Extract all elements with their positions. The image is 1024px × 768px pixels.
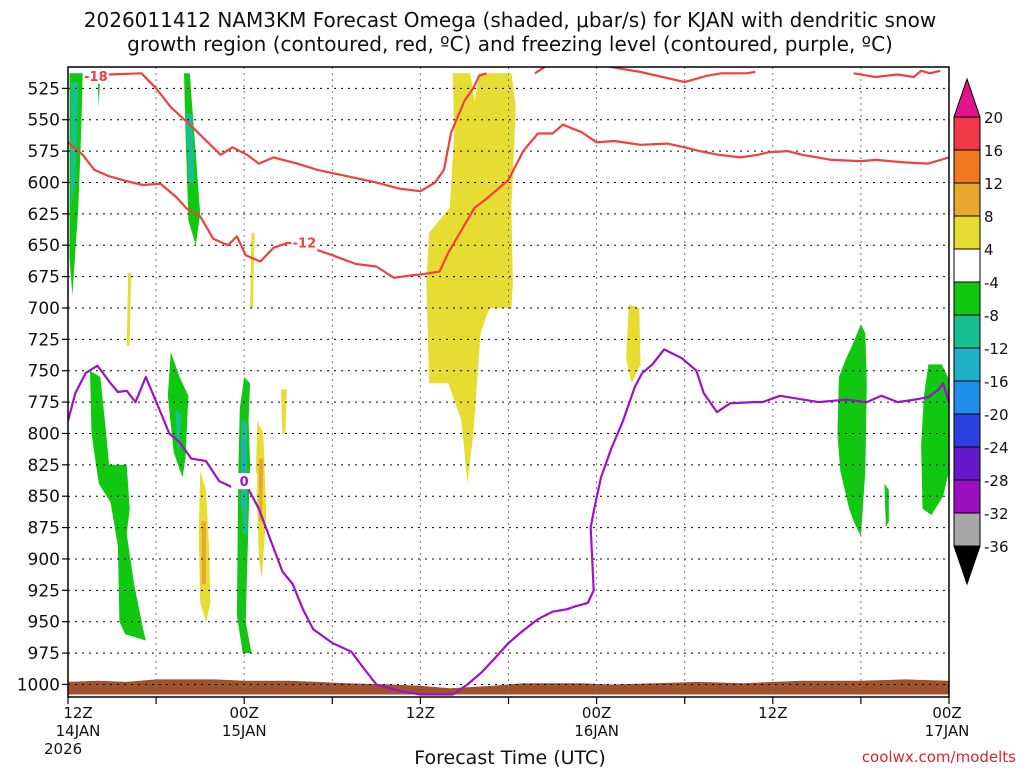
colorbar-tick-6: -4 — [984, 274, 999, 292]
y-tick-label-775: 775 — [28, 393, 60, 413]
x-axis-label: Forecast Time (UTC) — [414, 747, 605, 768]
x-tick-label-36-2: 16JAN — [574, 722, 619, 740]
colorbar-bin-9 — [953, 380, 981, 415]
plot-content: -18 -12 0 — [68, 67, 949, 697]
colorbar-bin-12 — [953, 479, 981, 514]
colorbar-tick-4: 8 — [984, 208, 994, 226]
contour-dgz-right — [534, 67, 756, 84]
contour-label-dgz-lower: -12 — [293, 237, 317, 252]
contour-label-dgz-upper: -18 — [84, 70, 108, 85]
omega-region-20 — [626, 304, 641, 384]
colorbar-tick-13: -32 — [984, 505, 1009, 523]
omega-region-8 — [90, 370, 146, 641]
y-tick-label-950: 950 — [28, 613, 60, 633]
y-tick-label-1000: 1000 — [17, 675, 60, 695]
x-tick-label-12-1: 00Z — [230, 704, 259, 722]
x-tick-label-60-2: 17JAN — [925, 722, 970, 740]
x-tick-label-24-1: 12Z — [406, 704, 435, 722]
y-tick-label-825: 825 — [28, 456, 60, 476]
colorbar-tick-1: 20 — [984, 109, 1003, 127]
contour-dgz-lower — [68, 123, 949, 279]
colorbar-tick-3: 12 — [984, 175, 1003, 193]
contour-label-bg — [82, 67, 109, 84]
chart-subtitle: growth region (contoured, red, ºC) and f… — [127, 32, 893, 56]
y-tick-label-700: 700 — [28, 299, 60, 319]
colorbar-bin-3 — [953, 182, 981, 217]
omega-region-5 — [185, 113, 195, 183]
omega-region-10 — [175, 408, 182, 459]
contour-freezing-level — [68, 348, 949, 696]
y-tick-label-675: 675 — [28, 268, 60, 288]
omega-region-21 — [837, 324, 867, 537]
contour-label-bg — [291, 234, 318, 251]
omega-region-12 — [201, 521, 206, 585]
x-tick-label-0-1: 12Z — [63, 704, 92, 722]
contour-dgz-upper — [91, 72, 487, 193]
x-tick-label-48-1: 12Z — [758, 704, 787, 722]
y-tick-label-575: 575 — [28, 142, 60, 162]
y-tick-label-750: 750 — [28, 362, 60, 382]
colorbar-tick-5: 4 — [984, 241, 994, 259]
colorbar-tick-14: -36 — [984, 538, 1009, 556]
x-tick-label-36-1: 00Z — [582, 704, 611, 722]
colorbar-bin-1 — [953, 116, 981, 151]
omega-region-23 — [921, 364, 949, 515]
omega-region-17 — [258, 458, 264, 522]
omega-region-6 — [250, 232, 255, 308]
x-tick-label-0-3: 2026 — [44, 740, 82, 758]
colorbar-bin-10 — [953, 413, 981, 448]
y-tick-label-650: 650 — [28, 236, 60, 256]
y-tick-label-925: 925 — [28, 581, 60, 601]
colorbar-bin-6 — [953, 281, 981, 316]
y-tick-label-900: 900 — [28, 550, 60, 570]
omega-region-22 — [884, 483, 889, 528]
colorbar-bin-8 — [953, 347, 981, 382]
x-tick-label-12-2: 15JAN — [222, 722, 267, 740]
pressure-axis: 525 550 575 600 625 650 675 700 725 750 775 800 825 8… — [17, 79, 68, 695]
colorbar-bin-13 — [953, 512, 981, 547]
colorbar-tick-9: -16 — [984, 373, 1009, 391]
colorbar-bin-7 — [953, 314, 981, 349]
omega-colorbar: 20 16 12 8 4 -4 -8 -12 -16 -20 -24 -28 -32 -36 — [953, 77, 1009, 586]
omega-region-18 — [280, 389, 287, 434]
colorbar-tick-11: -24 — [984, 439, 1009, 457]
omega-region-19 — [426, 73, 516, 484]
colorbar-bin-5 — [953, 248, 981, 283]
colorbar-bin-2 — [953, 149, 981, 184]
x-tick-label-60-1: 00Z — [932, 704, 961, 722]
y-tick-label-975: 975 — [28, 644, 60, 664]
colorbar-tick-8: -12 — [984, 340, 1009, 358]
colorbar-tick-7: -8 — [984, 307, 999, 325]
y-tick-label-625: 625 — [28, 205, 60, 225]
chart-title: 2026011412 NAM3KM Forecast Omega (shaded… — [84, 8, 936, 32]
colorbar-bin-4 — [953, 215, 981, 250]
y-tick-label-725: 725 — [28, 330, 60, 350]
omega-region-7 — [126, 272, 132, 346]
y-tick-label-850: 850 — [28, 487, 60, 507]
colorbar-top-arrow — [953, 77, 981, 118]
x-tick-label-0-2: 14JAN — [56, 722, 101, 740]
omega-region-2 — [70, 82, 79, 208]
contour-label-bg — [231, 473, 258, 490]
y-tick-label-875: 875 — [28, 519, 60, 539]
site-credit: coolwx.com/modelts — [862, 748, 1016, 766]
y-tick-label-600: 600 — [28, 173, 60, 193]
colorbar-bottom-arrow — [953, 545, 981, 586]
colorbar-tick-10: -20 — [984, 406, 1009, 424]
contour-label-freezing-level: 0 — [240, 475, 249, 490]
y-tick-label-550: 550 — [28, 111, 60, 131]
colorbar-tick-12: -28 — [984, 472, 1009, 490]
colorbar-tick-2: 16 — [984, 142, 1003, 160]
y-tick-label-525: 525 — [28, 79, 60, 99]
plot-area: -18 -12 0 — [68, 67, 949, 697]
y-tick-label-800: 800 — [28, 424, 60, 444]
contour-dgz-right2 — [853, 69, 941, 79]
colorbar-bin-11 — [953, 446, 981, 481]
